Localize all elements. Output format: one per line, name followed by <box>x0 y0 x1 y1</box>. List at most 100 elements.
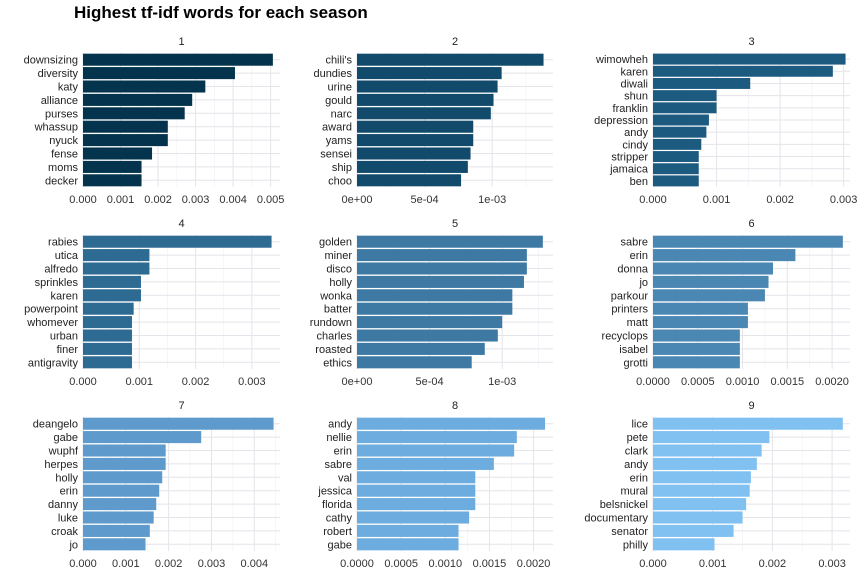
category-label: ben <box>630 176 648 188</box>
category-label: decker <box>45 175 78 187</box>
category-label: sabre <box>324 459 352 471</box>
category-label: katy <box>58 82 79 94</box>
bar-charles <box>357 329 498 342</box>
category-label: val <box>338 472 352 484</box>
category-label: belsnickel <box>600 499 648 511</box>
bar-croak <box>83 524 150 537</box>
category-label: rundown <box>310 317 352 329</box>
category-label: purses <box>45 108 79 120</box>
category-label: moms <box>48 162 78 174</box>
x-tick-label: 0.0015 <box>473 558 507 570</box>
bar-pete <box>653 431 770 444</box>
category-label: award <box>322 122 352 134</box>
category-label: gould <box>325 95 352 107</box>
bar-decker <box>83 174 142 187</box>
bar-printers <box>653 302 748 315</box>
category-label: lice <box>631 419 648 431</box>
category-label: parkour <box>611 290 649 302</box>
x-tick-label: 0.0005 <box>681 376 715 388</box>
bar-erin <box>653 249 796 262</box>
x-tick-label: 0.000 <box>639 558 667 570</box>
category-label: andy <box>328 419 352 431</box>
bar-jamaica <box>653 163 699 175</box>
bar-finer <box>83 342 132 355</box>
x-tick-label: 0.003 <box>198 558 226 570</box>
category-label: alliance <box>41 95 78 107</box>
bar-deangelo <box>83 417 274 430</box>
bar-diversity <box>83 67 235 80</box>
category-label: disco <box>326 264 352 276</box>
category-label: sabre <box>620 237 648 249</box>
bar-depression <box>653 114 709 126</box>
bar-nellie <box>357 431 517 444</box>
bar-choo <box>357 174 462 187</box>
bar-danny <box>83 498 157 511</box>
x-tick-label: 0e+00 <box>342 194 373 206</box>
x-tick-label: 0.001 <box>703 194 731 206</box>
category-label: deangelo <box>33 419 78 431</box>
category-label: choo <box>328 175 352 187</box>
bar-erin <box>83 484 160 497</box>
x-tick-label: 0.001 <box>126 376 154 388</box>
x-tick-label: 0.0020 <box>815 376 849 388</box>
category-label: gabe <box>54 432 78 444</box>
bar-ben <box>653 175 699 187</box>
category-label: sprinkles <box>35 277 79 289</box>
bar-batter <box>357 302 513 315</box>
x-tick-label: 0.000 <box>69 376 97 388</box>
category-label: franklin <box>613 103 648 115</box>
x-tick-label: 0.003 <box>830 194 858 206</box>
category-label: wuphf <box>48 446 79 458</box>
category-label: jamaica <box>609 164 649 176</box>
bar-florida <box>357 498 476 511</box>
bar-herpes <box>83 457 166 470</box>
bar-robert <box>357 524 459 537</box>
bar-senator <box>653 524 734 537</box>
x-tick-label: 1e-03 <box>488 376 516 388</box>
bar-franklin <box>653 102 717 114</box>
x-tick-label: 0.005 <box>257 194 285 206</box>
category-label: diwali <box>620 78 648 90</box>
x-tick-label: 0.003 <box>238 376 266 388</box>
category-label: whomever <box>26 317 78 329</box>
bar-chili's <box>357 53 544 66</box>
bar-cathy <box>357 511 470 524</box>
category-label: utica <box>55 250 79 262</box>
category-label: urban <box>50 331 78 343</box>
bar-ethics <box>357 356 472 369</box>
category-label: andy <box>624 459 648 471</box>
facet-title: 5 <box>452 218 458 230</box>
bar-sprinkles <box>83 275 141 288</box>
bar-downsizing <box>83 53 273 66</box>
x-tick-label: 0.002 <box>155 558 183 570</box>
x-tick-label: 0.0010 <box>726 376 760 388</box>
bar-lice <box>653 417 843 430</box>
category-label: wonka <box>319 290 353 302</box>
bar-grotti <box>653 356 740 369</box>
category-label: rabies <box>48 237 78 249</box>
category-label: andy <box>624 127 648 139</box>
bar-isabel <box>653 342 740 355</box>
category-label: senator <box>611 526 648 538</box>
bar-gabe <box>83 431 202 444</box>
bar-belsnickel <box>653 498 747 511</box>
x-tick-label: 0.002 <box>144 194 172 206</box>
category-label: erin <box>60 486 78 498</box>
category-label: holly <box>329 277 352 289</box>
category-label: batter <box>324 304 352 316</box>
category-label: ethics <box>323 357 352 369</box>
category-label: miner <box>324 250 352 262</box>
bar-katy <box>83 80 206 93</box>
category-label: matt <box>627 317 648 329</box>
category-label: finer <box>57 344 79 356</box>
bar-ship <box>357 160 468 173</box>
category-label: holly <box>55 472 78 484</box>
category-label: depression <box>594 115 648 127</box>
bar-wuphf <box>83 444 166 457</box>
bar-erin <box>653 471 751 484</box>
